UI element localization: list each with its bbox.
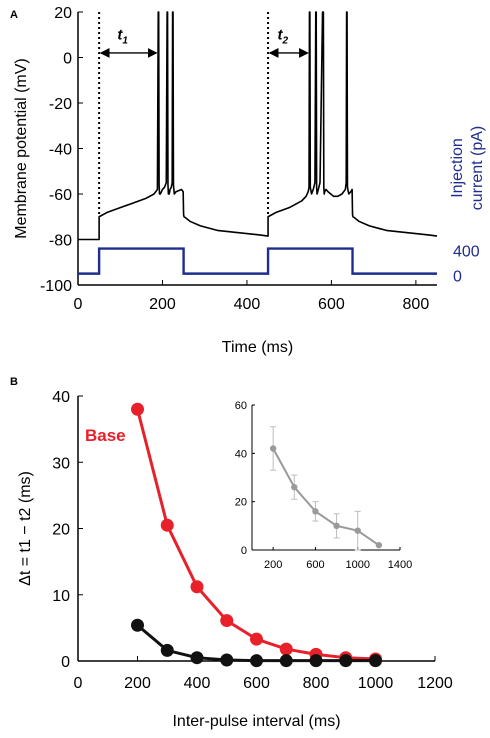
inset-x-tick-label: 200: [264, 559, 282, 571]
inset-point: [354, 527, 361, 534]
current-trace: [78, 247, 437, 275]
y-tick-label: -60: [49, 187, 72, 204]
base-series-point: [279, 642, 293, 656]
y-tick-label: 40: [52, 389, 70, 406]
inset-point: [333, 522, 340, 530]
y-tick-label: 20: [52, 522, 70, 539]
x-tick-label: 800: [403, 296, 430, 313]
inset-x-tick-label: 1000: [345, 559, 369, 571]
x-tick-label: 0: [74, 675, 83, 692]
x-tick-label: 400: [184, 675, 211, 692]
x-tick-label: 1000: [358, 675, 394, 692]
y-axis-title: Δt = t1 − t2 (ms): [17, 471, 34, 586]
y2-tick-label: 400: [453, 244, 480, 261]
voltage-trace: [78, 11, 438, 241]
base-series-point: [250, 632, 263, 646]
y2-axis-title-line2: current (pA): [469, 126, 486, 210]
y-tick-label: -20: [49, 96, 72, 113]
black-series-point: [250, 654, 263, 668]
panel-b-label: B: [10, 376, 18, 388]
black-series-point: [339, 654, 353, 668]
black-series-point: [220, 653, 234, 667]
interval-label: t1: [117, 26, 128, 46]
black-series-point: [369, 654, 382, 668]
black-series-point: [279, 654, 293, 668]
inset-y-tick-label: 40: [235, 448, 247, 460]
x-tick-label: 200: [124, 675, 151, 692]
x-axis-title: Inter-pulse interval (ms): [172, 713, 340, 730]
inset-point: [312, 508, 319, 515]
black-series-point: [309, 654, 323, 668]
inset-y-tick-label: 60: [235, 400, 247, 412]
base-series-point: [131, 402, 144, 416]
x-tick-label: 0: [74, 296, 83, 313]
y-tick-label: -100: [40, 278, 72, 295]
black-series-point: [131, 618, 144, 632]
inset-point: [291, 483, 298, 491]
x-tick-label: 200: [149, 296, 176, 313]
y-tick-label: -80: [49, 233, 72, 250]
x-axis-title: Time (ms): [222, 339, 293, 356]
base-series-point: [220, 614, 234, 628]
x-tick-label: 600: [243, 675, 270, 692]
x-tick-label: 400: [234, 296, 261, 313]
y-tick-label: 30: [52, 455, 70, 472]
base-series-point: [160, 518, 174, 532]
y-tick-label: -40: [49, 142, 72, 159]
base-series-line: [136, 408, 376, 661]
y-tick-label: 0: [61, 654, 70, 671]
x-tick-label: 600: [318, 296, 345, 313]
inset-x-tick-label: 1400: [388, 559, 412, 571]
inset-y-tick-label: 20: [235, 497, 247, 509]
x-tick-label: 1200: [417, 675, 453, 692]
y2-axis-title-line1: Injection: [449, 138, 466, 198]
inset-point: [269, 445, 277, 452]
y-tick-label: 10: [52, 588, 70, 605]
black-series-point: [190, 651, 204, 665]
inset-x-tick-label: 600: [306, 559, 324, 571]
x-tick-label: 800: [303, 675, 330, 692]
y-tick-label: 20: [54, 5, 72, 22]
inset-y-tick-label: 0: [241, 545, 247, 557]
interval-label: t2: [277, 26, 288, 46]
black-series-point: [160, 643, 174, 657]
inset-point: [375, 541, 383, 549]
base-series-point: [190, 580, 204, 594]
y2-tick-label: 0: [453, 269, 462, 286]
y-tick-label: 0: [63, 51, 72, 68]
y-axis-title: Membrane potential (mV): [13, 58, 30, 239]
inset-line: [272, 448, 380, 546]
legend-label-base: Base: [85, 426, 126, 445]
panel-a-label: A: [10, 9, 18, 21]
